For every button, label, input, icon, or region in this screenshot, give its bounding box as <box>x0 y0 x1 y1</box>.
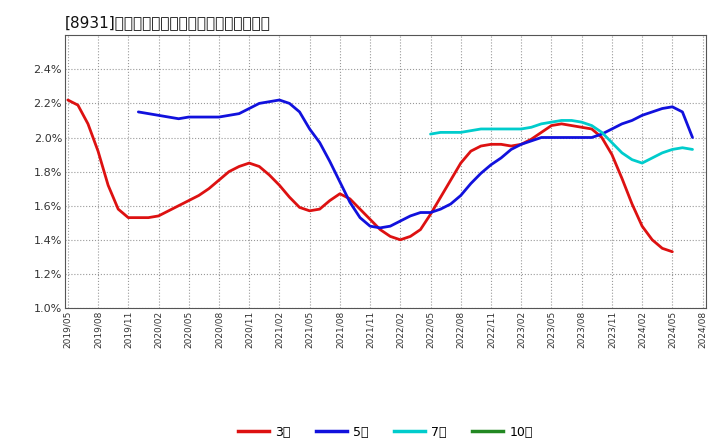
Text: [8931]　経常利益マージンの標準偏差の推移: [8931] 経常利益マージンの標準偏差の推移 <box>65 15 271 30</box>
Legend: 3年, 5年, 7年, 10年: 3年, 5年, 7年, 10年 <box>233 421 538 440</box>
